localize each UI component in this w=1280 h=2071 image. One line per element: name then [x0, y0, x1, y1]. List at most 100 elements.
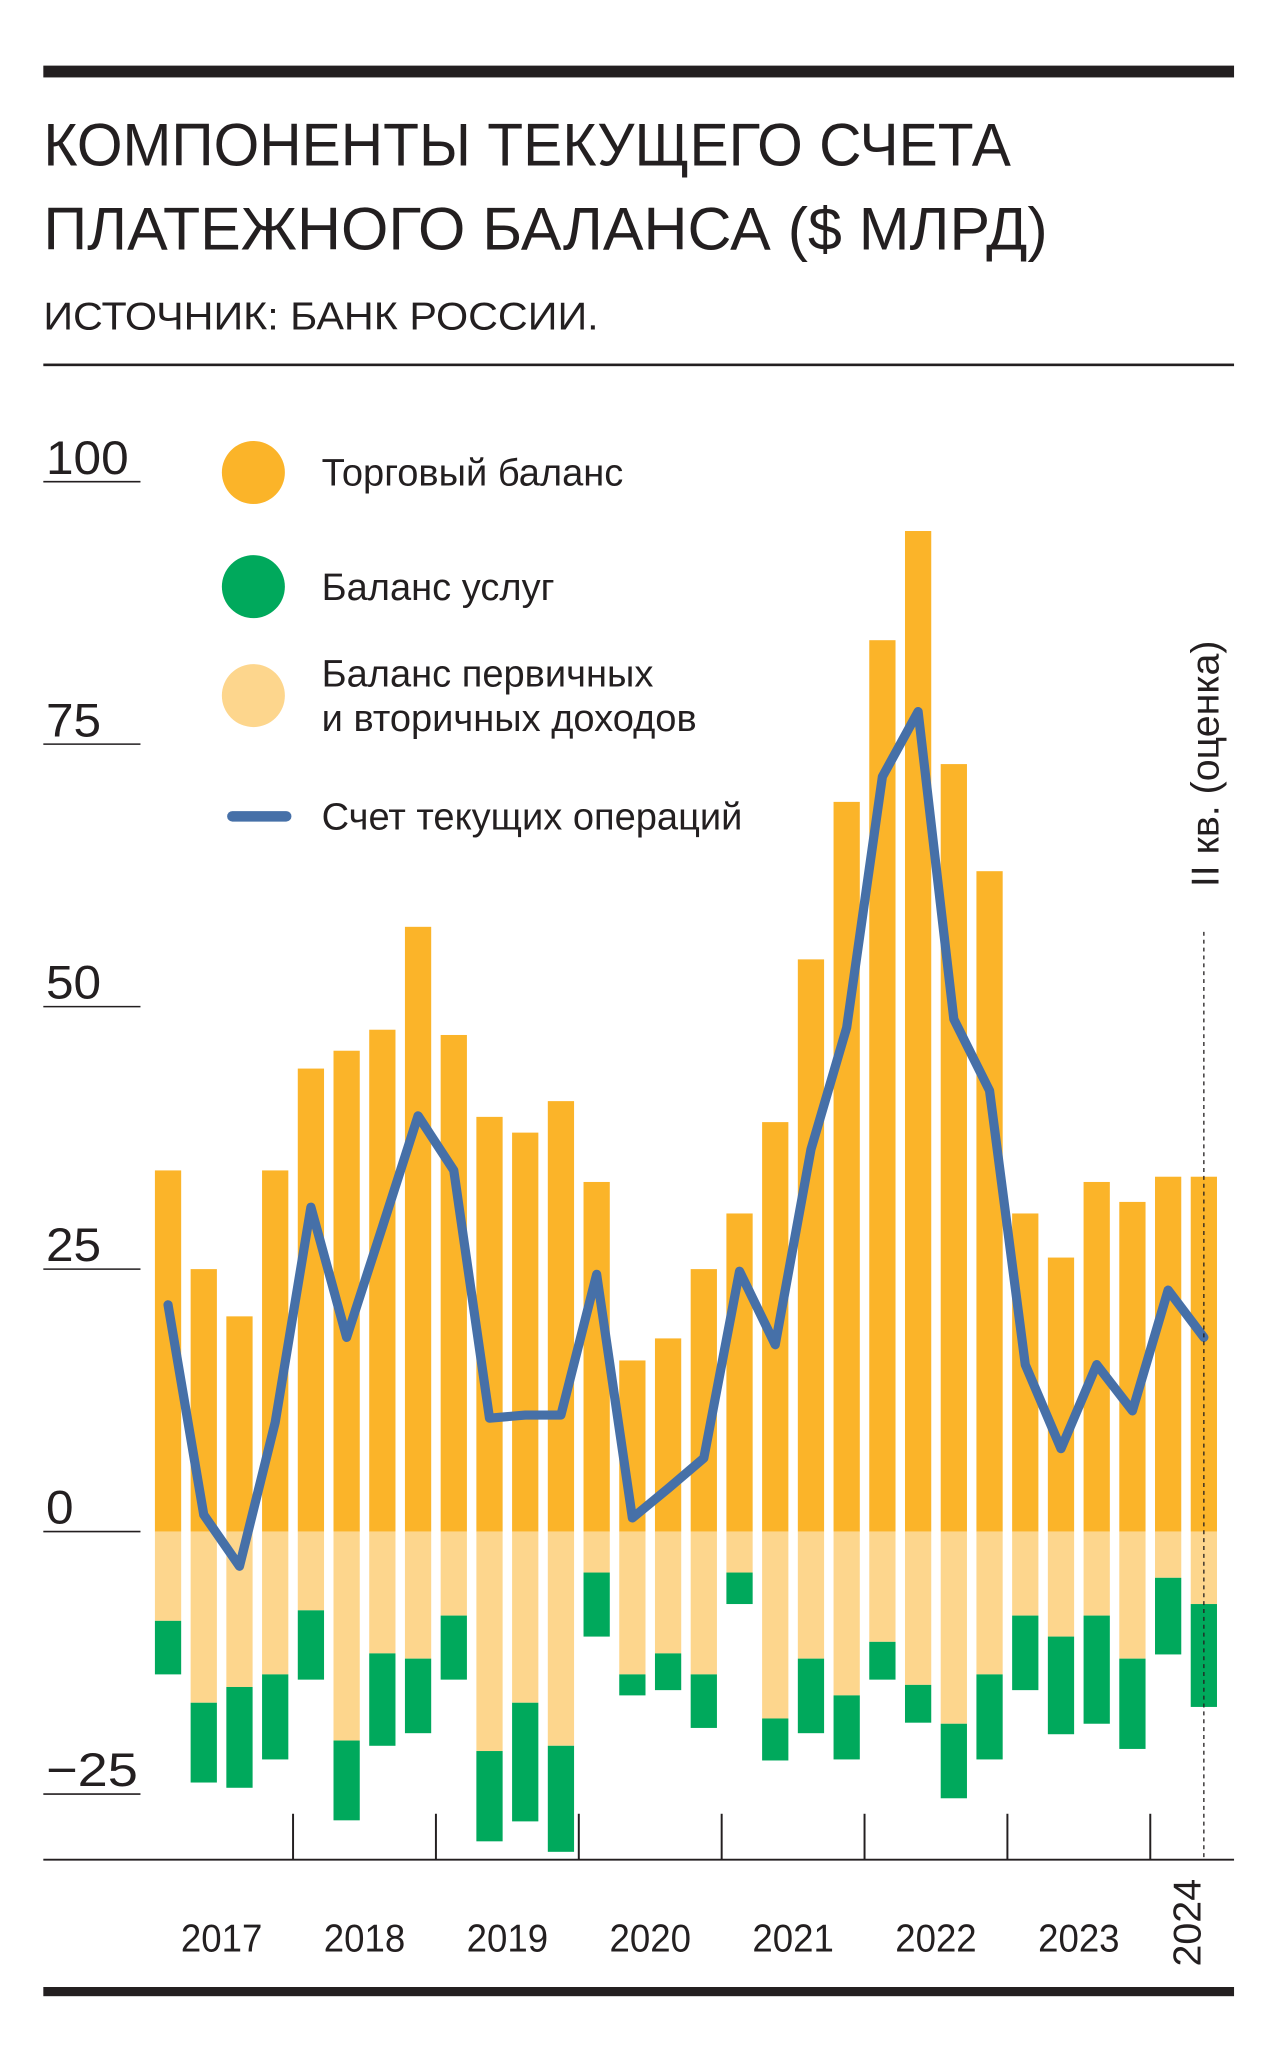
bar — [797, 959, 825, 1532]
legend-swatch — [221, 440, 285, 504]
y-tick-label: 25 — [46, 1219, 101, 1272]
bar — [190, 1702, 217, 1783]
bar — [476, 1751, 503, 1842]
bar — [654, 1531, 682, 1654]
chart-subtitle: ИСТОЧНИК: БАНК РОССИИ. — [43, 294, 598, 338]
bar — [904, 1684, 932, 1723]
bar — [1047, 1257, 1075, 1532]
line — [163, 707, 1209, 1571]
bar — [369, 1653, 396, 1746]
bar — [333, 1531, 360, 1741]
bar — [833, 801, 860, 1532]
legend-label: Баланс первичных и вторичных доходов — [322, 653, 697, 740]
y-tick-label: 0 — [46, 1482, 74, 1535]
bar — [619, 1531, 646, 1675]
bar — [547, 1745, 575, 1852]
bar — [1047, 1531, 1075, 1637]
x-tick-label: 2019 — [467, 1917, 548, 1961]
bar — [190, 1531, 217, 1703]
bar — [1190, 1176, 1217, 1532]
bar — [262, 1531, 289, 1675]
y-tick-label: 75 — [46, 694, 101, 747]
bar — [512, 1702, 539, 1822]
bar — [1190, 1531, 1217, 1605]
bar — [440, 1615, 467, 1680]
bar — [297, 1531, 325, 1611]
chart-title: ПЛАТЕЖНОГО БАЛАНСА ($ МЛРД) — [43, 194, 1047, 262]
y-tick-label: 100 — [46, 432, 129, 485]
bar — [619, 1674, 646, 1696]
bar — [940, 764, 967, 1532]
bar — [1155, 1577, 1182, 1655]
bar — [226, 1686, 253, 1788]
rule — [43, 363, 1235, 367]
bar — [333, 1740, 360, 1821]
bar — [726, 1531, 753, 1573]
bar — [440, 1034, 467, 1532]
bar — [297, 1610, 325, 1680]
bar — [833, 1695, 860, 1760]
bar — [762, 1718, 789, 1761]
y-tick-label: −25 — [46, 1744, 138, 1797]
top-rule — [43, 65, 1235, 78]
bar — [1047, 1636, 1075, 1735]
chart-title: КОМПОНЕНТЫ ТЕКУЩЕГО СЧЕТА — [43, 110, 1011, 178]
y-tick-label: 50 — [46, 957, 101, 1010]
bar — [904, 1531, 932, 1685]
bar — [654, 1653, 682, 1691]
legend-label: Торговый баланс — [322, 453, 624, 495]
bar — [869, 1641, 896, 1680]
x-tick-label: 2023 — [1038, 1917, 1119, 1961]
bar — [940, 1531, 967, 1724]
bar — [583, 1531, 610, 1573]
annotation: II кв. (оценка) — [1183, 641, 1227, 888]
bar — [1119, 1531, 1146, 1659]
bar — [476, 1531, 503, 1752]
x-tick-label: 2018 — [324, 1917, 405, 1961]
bar — [226, 1316, 253, 1532]
bar — [404, 1658, 432, 1734]
bar — [940, 1723, 967, 1799]
bar — [1155, 1176, 1182, 1532]
bar — [547, 1101, 575, 1532]
legend-swatch — [221, 664, 285, 728]
x-tick-label: 2017 — [181, 1917, 262, 1961]
bar — [1012, 1531, 1039, 1616]
bar — [297, 1068, 325, 1532]
bar — [547, 1531, 575, 1746]
bar — [583, 1572, 610, 1637]
bar — [797, 1658, 825, 1734]
x-tick-label: 2020 — [610, 1917, 691, 1961]
bar — [476, 1116, 503, 1532]
bar — [869, 1531, 896, 1642]
bar — [404, 1531, 432, 1659]
bar — [404, 926, 432, 1532]
legend-label: Счет текущих операций — [322, 796, 743, 838]
bar — [1119, 1658, 1146, 1749]
bar — [797, 1531, 825, 1659]
bar — [654, 1338, 682, 1532]
bar — [762, 1531, 789, 1719]
bar — [1155, 1531, 1182, 1578]
legend-label: Баланс услуг — [322, 567, 555, 609]
bar — [976, 1674, 1003, 1760]
bar — [690, 1531, 717, 1675]
bar — [262, 1674, 289, 1760]
bar — [369, 1531, 396, 1654]
bar — [1012, 1615, 1039, 1691]
bar — [154, 1620, 182, 1675]
bar — [512, 1132, 539, 1532]
bar — [833, 1531, 860, 1696]
x-tick-label: 2024 — [1165, 1879, 1209, 1967]
bar — [154, 1531, 182, 1621]
bar — [976, 1531, 1003, 1675]
bar — [1083, 1615, 1110, 1724]
x-tick-label: 2021 — [752, 1917, 833, 1961]
bar — [512, 1531, 539, 1703]
bar — [726, 1572, 753, 1605]
bar — [976, 871, 1003, 1532]
bar — [1083, 1531, 1110, 1616]
bar — [904, 531, 932, 1532]
bar — [440, 1531, 467, 1616]
bar — [369, 1029, 396, 1532]
